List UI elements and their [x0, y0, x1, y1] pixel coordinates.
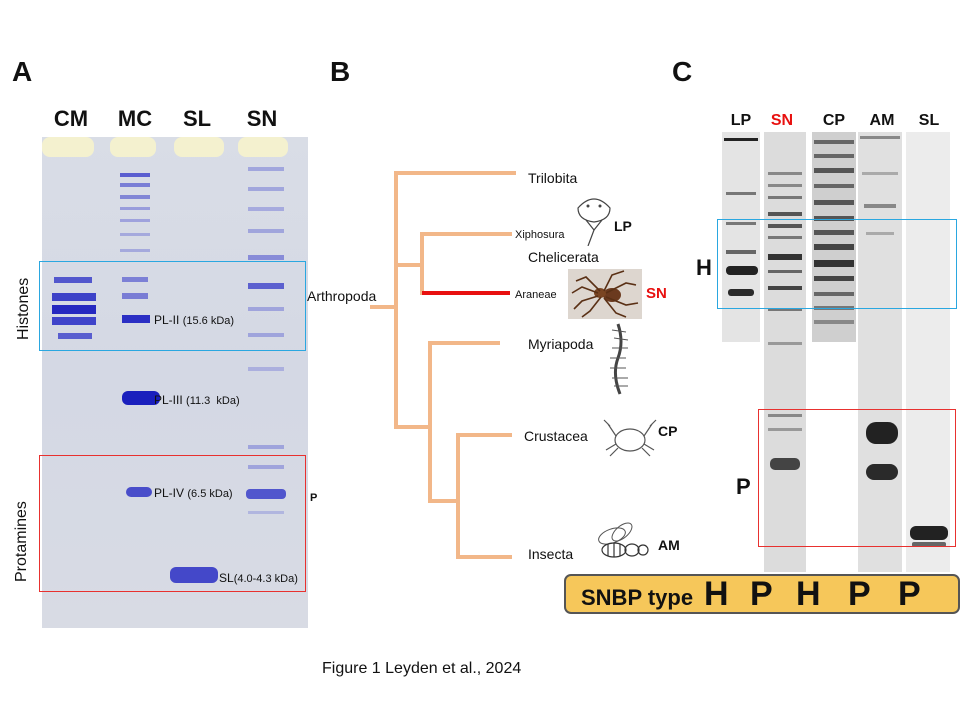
taxon-myriapoda: Myriapoda: [528, 336, 594, 352]
lane-c-label-lp: LP: [730, 112, 752, 129]
centipede-icon: [610, 323, 629, 395]
gel-a-bands: [42, 137, 288, 583]
code-sn: SN: [646, 285, 667, 302]
taxon-araneae: Araneae: [515, 289, 557, 301]
taxon-insecta: Insecta: [528, 546, 574, 562]
figure-caption: Figure 1 Leyden et al., 2024: [322, 660, 522, 677]
crab-icon: [603, 419, 657, 457]
taxon-crustacea: Crustacea: [524, 428, 588, 444]
gel-image-c: [722, 132, 950, 572]
panel-b-letter: B: [330, 56, 351, 87]
snbp-type-bar: SNBP type H P H P P: [564, 574, 960, 614]
histones-label: Histones: [15, 277, 32, 340]
lane-label-cm: CM: [53, 106, 89, 131]
snbp-type-am: P: [848, 575, 871, 613]
spider-icon: [571, 270, 639, 318]
gel-image-a: [42, 137, 308, 628]
horseshoe-crab-icon: [577, 198, 611, 246]
snbp-type-cp: H: [796, 575, 821, 613]
protamines-box: [39, 455, 306, 592]
protamine-box-c: [758, 409, 956, 547]
taxon-trilobita: Trilobita: [528, 170, 578, 186]
band-label-pl3: PL-III (11.3 kDa): [154, 393, 240, 407]
band-label-sl: SL(4.0-4.3 kDa): [219, 571, 298, 585]
lane-c-label-sn: SN: [770, 112, 794, 129]
lane-label-mc: MC: [117, 106, 153, 131]
snbp-type-label: SNBP type: [581, 585, 694, 610]
row-label-p: P: [736, 474, 751, 499]
snbp-type-sl: P: [898, 575, 921, 613]
lane-c-label-am: AM: [869, 112, 895, 129]
lane-c-label-cp: CP: [822, 112, 846, 129]
taxon-xiphosura: Xiphosura: [515, 229, 565, 241]
code-cp: CP: [658, 423, 678, 439]
snbp-type-sn: P: [750, 575, 773, 613]
spider-photo: [568, 269, 642, 319]
phylogeny-tree: [370, 171, 516, 559]
code-am: AM: [658, 537, 680, 553]
protamine-p-mark: P: [310, 492, 318, 504]
row-label-h: H: [696, 255, 712, 280]
histones-box: [39, 261, 306, 351]
code-lp: LP: [614, 218, 632, 234]
taxon-arthropoda: Arthropoda: [307, 288, 377, 304]
panel-a-letter: A: [12, 56, 33, 87]
band-label-pl2: PL-II (15.6 kDa): [154, 313, 235, 327]
histone-box-c: [717, 219, 957, 309]
protamines-label: Protamines: [13, 501, 30, 582]
taxon-chelicerata: Chelicerata: [528, 249, 599, 265]
lane-label-sl: SL: [182, 106, 212, 131]
lane-c-label-sl: SL: [918, 112, 940, 129]
snbp-type-lp: H: [704, 575, 729, 613]
bee-icon: [598, 522, 649, 558]
band-label-pl4: PL-IV (6.5 kDa): [154, 486, 233, 500]
panel-c-letter: C: [672, 56, 693, 87]
lane-label-sn: SN: [246, 106, 278, 131]
